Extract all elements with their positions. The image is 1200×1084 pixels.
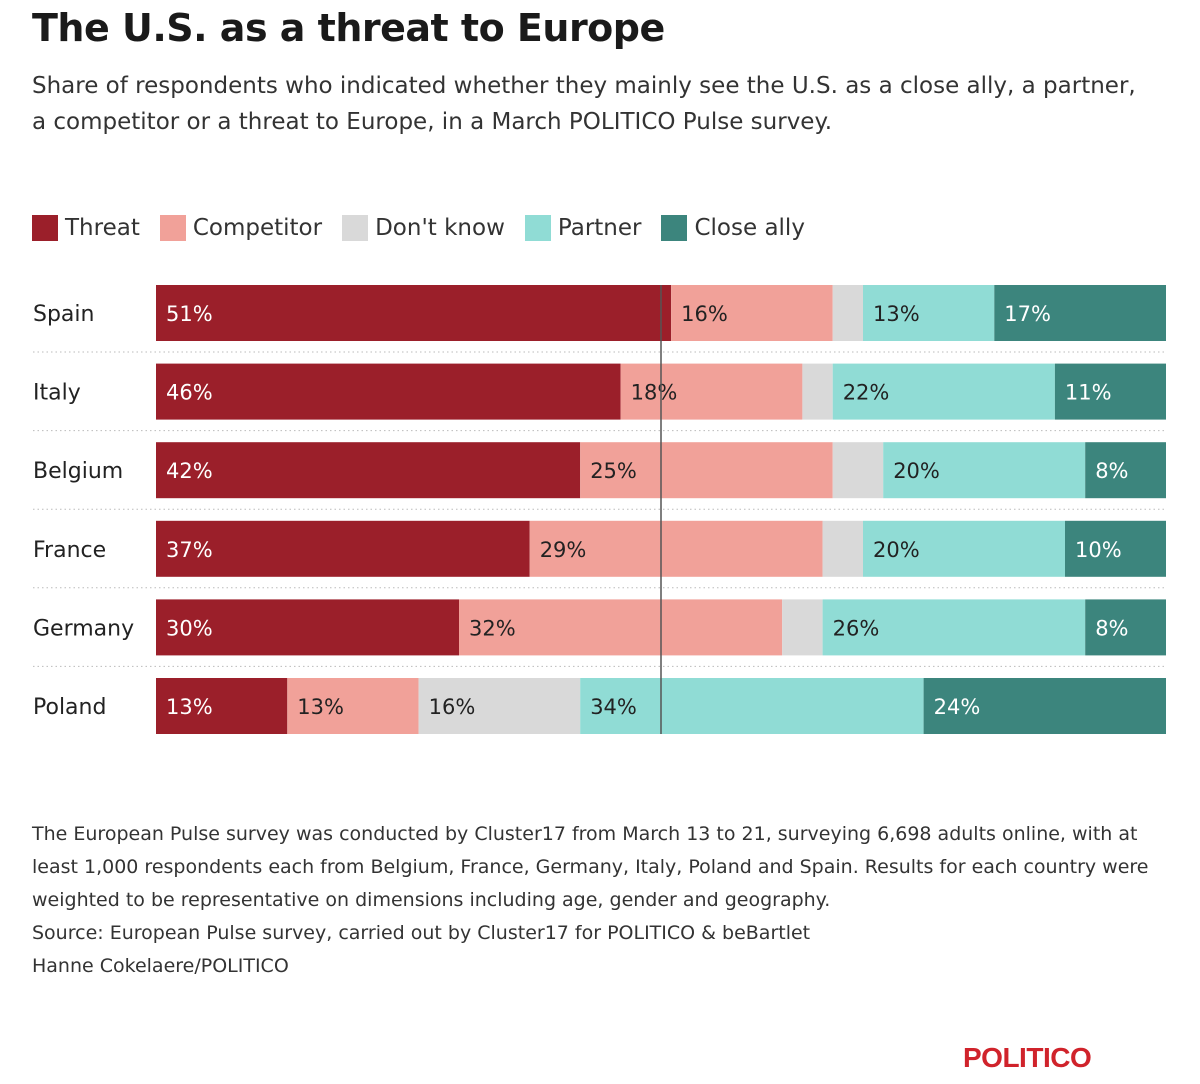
bar-label-france-close-ally: 10% bbox=[1075, 538, 1122, 562]
bar-label-spain-close-ally: 17% bbox=[1004, 302, 1051, 326]
country-label-belgium: Belgium bbox=[33, 459, 123, 484]
legend-item-close-ally: Close ally bbox=[661, 215, 805, 241]
bar-segment-spain-partner bbox=[863, 285, 995, 341]
bar-segment-spain-close-ally bbox=[994, 285, 1166, 341]
legend: Threat Competitor Don't know Partner Clo… bbox=[32, 212, 825, 244]
bar-label-italy-competitor: 18% bbox=[631, 381, 678, 405]
bar-segment-belgium-partner bbox=[883, 442, 1086, 499]
bar-label-belgium-competitor: 25% bbox=[590, 459, 637, 483]
bar-segment-italy-partner bbox=[832, 363, 1055, 420]
bar-segment-belgium-don-t-know bbox=[832, 442, 884, 499]
bar-segment-poland-competitor bbox=[287, 678, 419, 734]
bar-label-germany-competitor: 32% bbox=[469, 616, 516, 640]
bar-segment-france-close-ally bbox=[1065, 520, 1166, 577]
legend-label-dont-know: Don't know bbox=[375, 215, 505, 241]
bar-label-poland-partner: 34% bbox=[590, 695, 637, 719]
politico-logo: POLITICO bbox=[963, 1042, 1092, 1073]
legend-label-competitor: Competitor bbox=[192, 215, 323, 241]
bar-segment-spain-don-t-know bbox=[832, 285, 863, 341]
bar-segment-italy-close-ally bbox=[1054, 363, 1166, 420]
bar-segment-poland-don-t-know bbox=[418, 678, 581, 734]
bar-label-germany-partner: 26% bbox=[833, 616, 880, 640]
bar-label-belgium-threat: 42% bbox=[166, 459, 213, 483]
bar-label-france-competitor: 29% bbox=[540, 538, 587, 562]
bar-label-poland-competitor: 13% bbox=[297, 695, 344, 719]
bar-segment-italy-competitor bbox=[620, 363, 803, 420]
legend-label-partner: Partner bbox=[557, 215, 642, 241]
legend-swatch-competitor bbox=[159, 215, 186, 241]
bar-segment-spain-competitor bbox=[671, 285, 833, 341]
bar-label-germany-threat: 30% bbox=[166, 616, 213, 640]
country-label-spain: Spain bbox=[33, 302, 94, 327]
bar-segment-germany-close-ally bbox=[1085, 599, 1166, 656]
stacked-bar-chart: Spain 51% 16% 13% 17% Italy 46% 18% 22% 11% Belgiu… bbox=[33, 285, 1166, 734]
bar-label-germany-close-ally: 8% bbox=[1095, 616, 1128, 640]
bar-segment-france-partner bbox=[863, 520, 1065, 577]
bar-segment-poland-partner bbox=[580, 678, 924, 734]
bar-segment-spain-threat bbox=[156, 285, 672, 341]
legend-item-dont-know: Don't know bbox=[342, 215, 505, 241]
notes: The European Pulse survey was conducted … bbox=[32, 818, 1172, 983]
bar-segment-germany-competitor bbox=[459, 599, 783, 656]
country-label-germany: Germany bbox=[33, 616, 134, 641]
bar-segment-italy-don-t-know bbox=[802, 363, 833, 420]
legend-swatch-dont-know bbox=[342, 215, 369, 241]
legend-swatch-partner bbox=[524, 215, 551, 241]
country-label-france: France bbox=[33, 538, 106, 563]
bar-label-spain-threat: 51% bbox=[166, 302, 213, 326]
bar-label-belgium-close-ally: 8% bbox=[1095, 459, 1128, 483]
bar-label-italy-threat: 46% bbox=[166, 381, 213, 405]
bar-segment-france-don-t-know bbox=[822, 520, 863, 577]
legend-swatch-threat bbox=[32, 215, 58, 241]
chart-title: The U.S. as a threat to Europe bbox=[32, 6, 665, 50]
bar-segment-belgium-threat bbox=[156, 442, 581, 499]
bar-segment-italy-threat bbox=[156, 363, 621, 420]
bar-label-italy-close-ally: 11% bbox=[1065, 381, 1112, 405]
bar-segment-belgium-close-ally bbox=[1085, 442, 1166, 499]
bar-segment-poland-close-ally bbox=[923, 678, 1166, 734]
legend-item-competitor: Competitor bbox=[159, 215, 323, 241]
legend-item-threat: Threat bbox=[32, 215, 140, 241]
bar-label-belgium-partner: 20% bbox=[893, 459, 940, 483]
bar-label-france-partner: 20% bbox=[873, 538, 920, 562]
bar-label-italy-partner: 22% bbox=[843, 381, 890, 405]
legend-label-close-ally: Close ally bbox=[694, 215, 805, 241]
bar-label-poland-close-ally: 24% bbox=[934, 695, 981, 719]
country-label-italy: Italy bbox=[33, 381, 81, 406]
legend-item-partner: Partner bbox=[524, 215, 642, 241]
bar-label-spain-competitor: 16% bbox=[681, 302, 728, 326]
bar-segment-france-competitor bbox=[529, 520, 823, 577]
country-label-poland: Poland bbox=[33, 695, 106, 720]
bar-segment-poland-threat bbox=[156, 678, 288, 734]
source-note: Source: European Pulse survey, carried o… bbox=[32, 922, 811, 944]
legend-label-threat: Threat bbox=[65, 215, 140, 241]
bar-label-france-threat: 37% bbox=[166, 538, 213, 562]
credit-note: Hanne Cokelaere/POLITICO bbox=[32, 955, 289, 977]
bar-segment-germany-partner bbox=[822, 599, 1086, 656]
bar-label-spain-partner: 13% bbox=[873, 302, 920, 326]
bar-segment-germany-threat bbox=[156, 599, 459, 656]
methodology-note: The European Pulse survey was conducted … bbox=[32, 823, 1149, 911]
bar-segment-germany-don-t-know bbox=[782, 599, 823, 656]
bar-label-poland-don-t-know: 16% bbox=[429, 695, 476, 719]
bar-label-poland-threat: 13% bbox=[166, 695, 213, 719]
bar-segment-france-threat bbox=[156, 520, 530, 577]
legend-swatch-close-ally bbox=[661, 215, 688, 241]
chart-subtitle: Share of respondents who indicated wheth… bbox=[32, 73, 1136, 135]
bar-segment-belgium-competitor bbox=[580, 442, 833, 499]
